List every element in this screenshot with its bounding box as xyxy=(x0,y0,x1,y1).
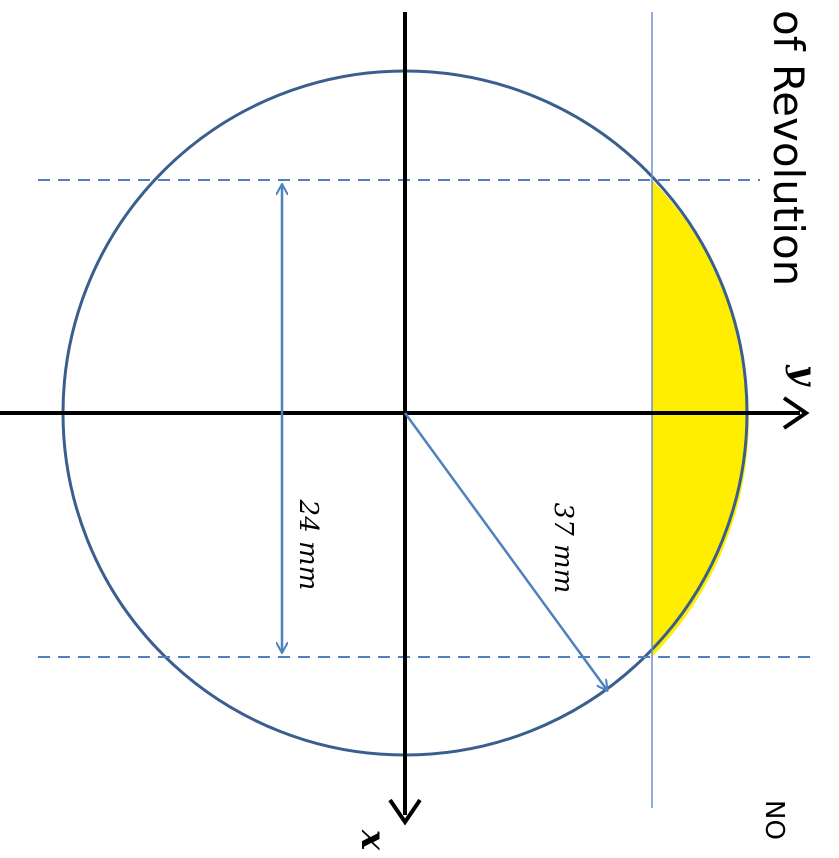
x-axis-arrowhead-icon xyxy=(388,798,422,826)
x-axis-label: x xyxy=(353,829,393,851)
y-axis-label: y xyxy=(784,364,824,387)
y-axis-arrowhead-icon xyxy=(782,396,810,430)
chord-dimension-label: 24 mm xyxy=(293,499,323,591)
note-text: NO xyxy=(759,800,789,840)
radius-dimension-label: 37 mm xyxy=(548,503,578,594)
title-text: of Revolution xyxy=(764,10,813,286)
radius-arrow xyxy=(403,412,607,690)
